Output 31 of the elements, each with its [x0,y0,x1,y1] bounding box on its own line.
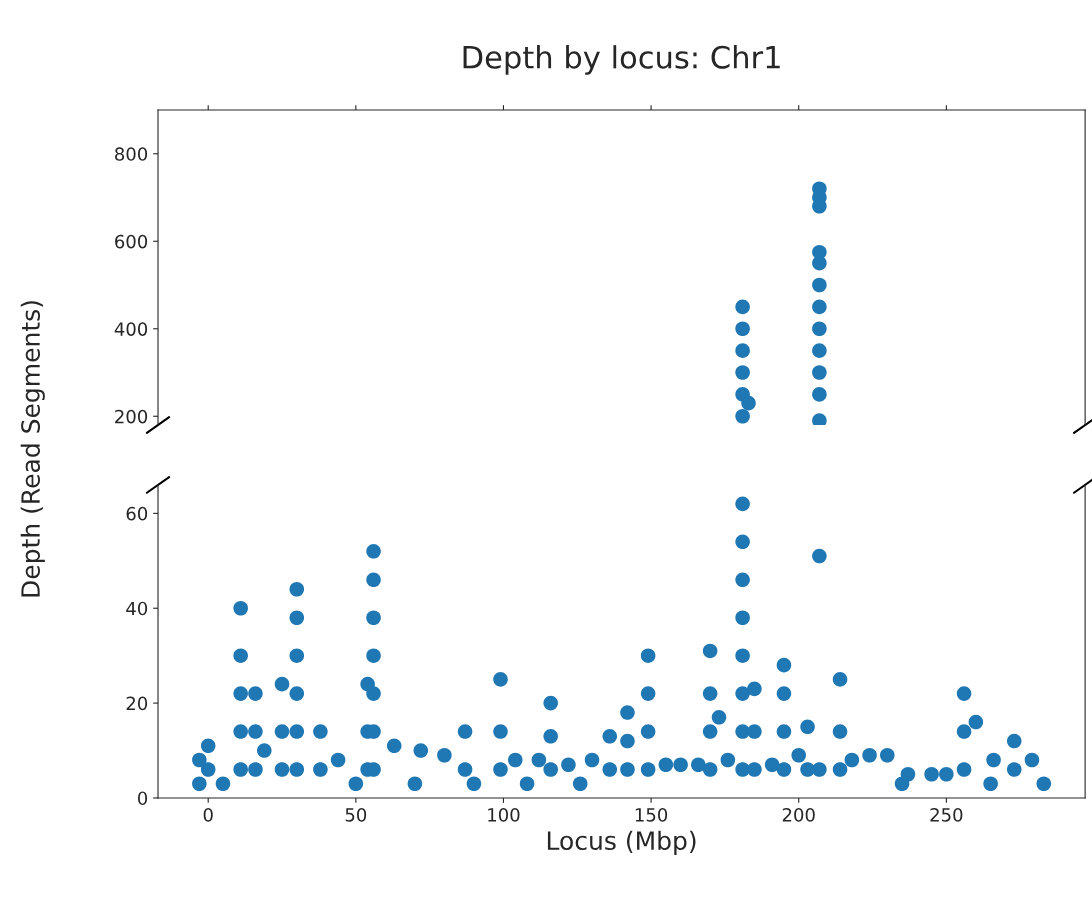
point [812,413,827,426]
y-axis-title: Depth (Read Segments) [20,301,45,597]
point [812,321,827,337]
x-axis-title: Locus (Mbp) [547,830,696,855]
y-tick-label: 800 [115,147,148,161]
y-tick-label: 600 [115,234,148,249]
point [735,408,750,424]
y-tick-label: 400 [114,322,148,336]
point [812,387,827,402]
x-tick-label: 0 [203,808,213,822]
point [741,395,756,411]
y-tick-label: 40 [126,601,148,616]
y-tick-label: 20 [126,696,148,711]
point [812,365,827,380]
point [735,365,750,380]
x-tick-label: 50 [345,808,367,822]
x-tick-label: 100 [488,808,520,822]
point [735,343,750,358]
x-tick-label: 250 [930,808,963,822]
point [812,343,827,358]
point [812,244,827,260]
y-tick-label: 60 [126,506,148,521]
point [735,299,750,315]
chart-title: Depth by locus: Chr1 [463,45,780,75]
x-tick-label: 150 [635,808,668,822]
x-tick-label: 200 [782,808,815,822]
point [812,299,827,315]
point [735,321,750,337]
y-tick-label: 0 [137,791,148,806]
point [812,277,827,293]
y-tick-label: 200 [115,409,148,424]
